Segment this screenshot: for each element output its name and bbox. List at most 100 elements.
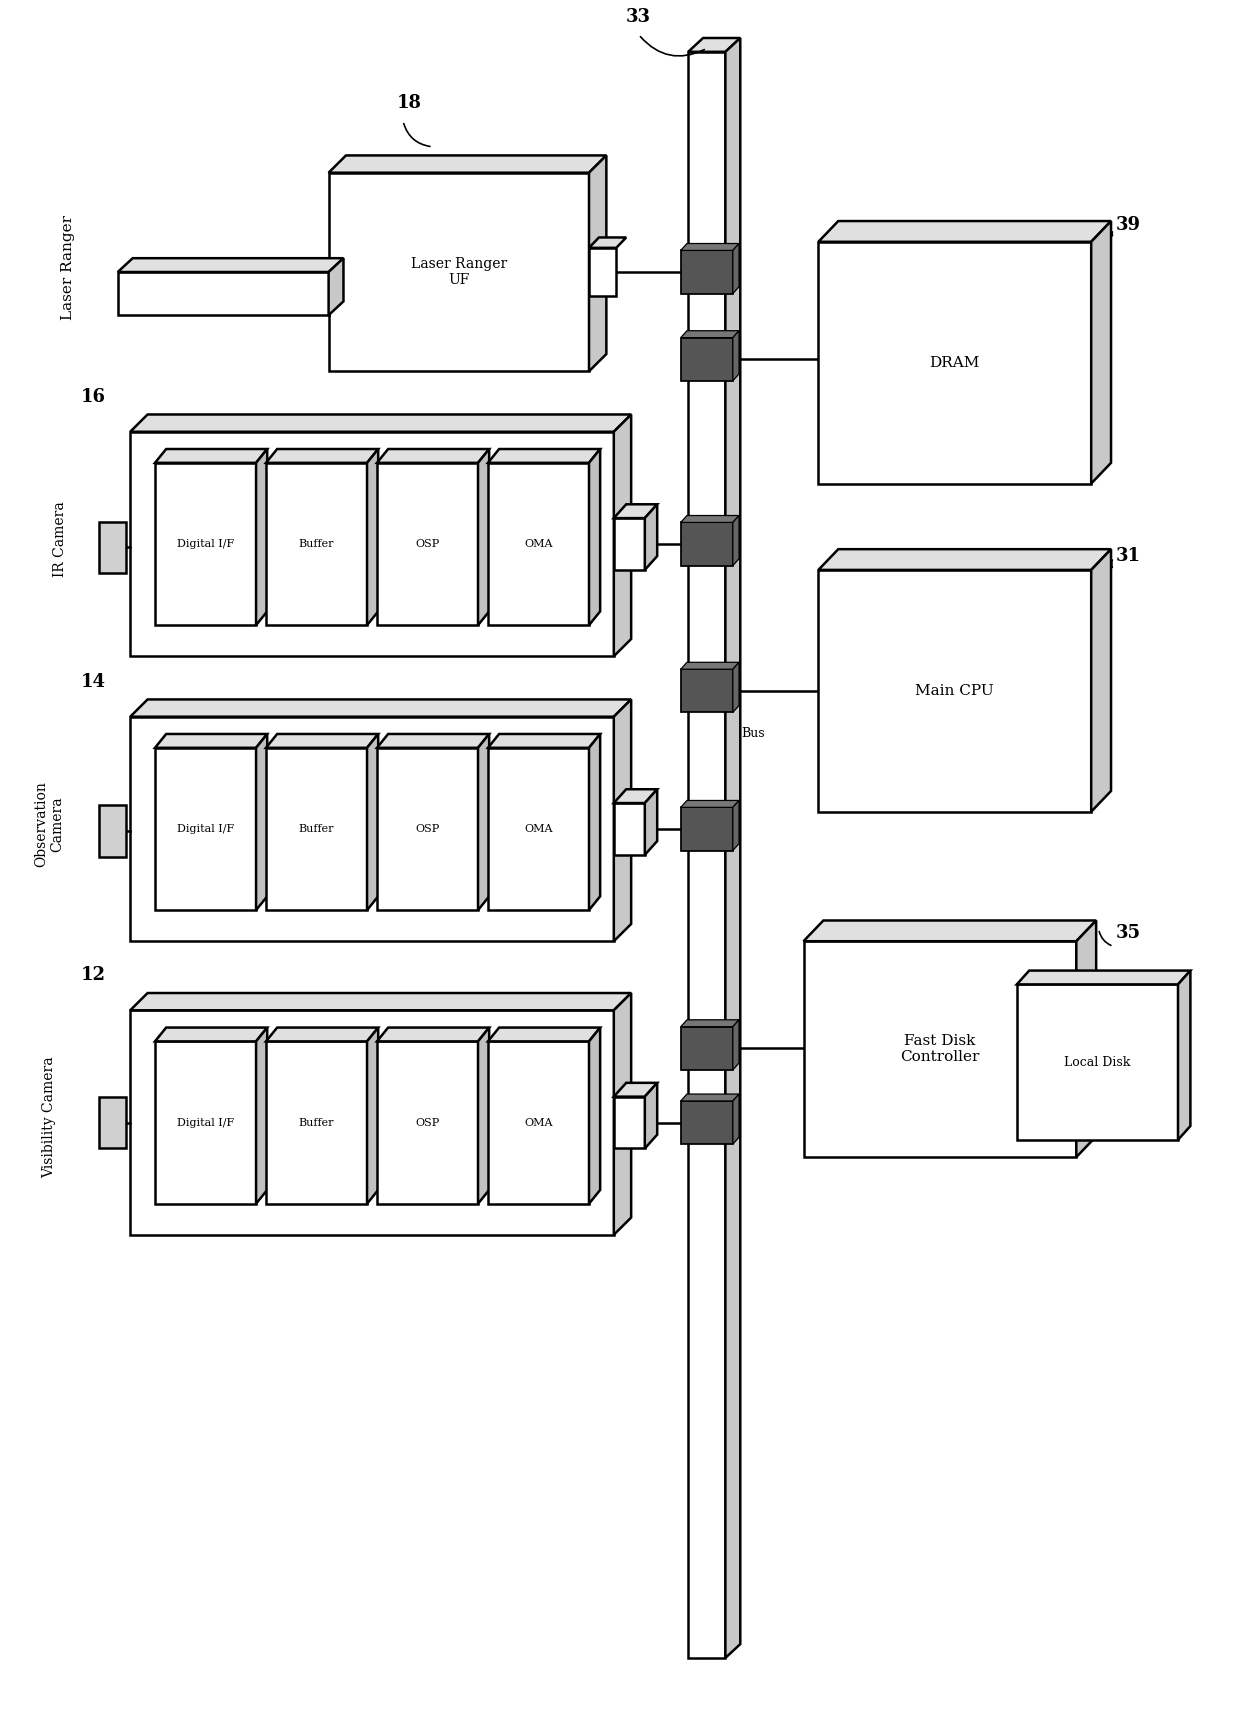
Text: Digital I/F: Digital I/F [177, 824, 234, 834]
Bar [487, 1041, 589, 1204]
Bar [130, 432, 614, 656]
Polygon shape [130, 414, 631, 432]
Bar [377, 463, 479, 625]
Text: Local Disk: Local Disk [1064, 1055, 1131, 1069]
Polygon shape [1017, 971, 1190, 984]
Polygon shape [589, 155, 606, 371]
Polygon shape [130, 699, 631, 717]
Bar [99, 805, 126, 857]
Bar [487, 463, 589, 625]
Bar [267, 463, 367, 625]
Bar [681, 250, 733, 294]
Polygon shape [614, 1083, 657, 1097]
Bar [589, 249, 616, 297]
Bar [688, 52, 725, 1658]
Polygon shape [479, 1028, 489, 1204]
Bar [329, 173, 589, 371]
Bar [614, 518, 645, 570]
Bar [377, 748, 479, 910]
Text: 35: 35 [1116, 924, 1141, 941]
Polygon shape [487, 734, 600, 748]
Polygon shape [589, 1028, 600, 1204]
Text: Main CPU: Main CPU [915, 684, 994, 698]
Polygon shape [688, 38, 740, 52]
Polygon shape [818, 549, 1111, 570]
Bar [155, 463, 255, 625]
Polygon shape [645, 789, 657, 855]
Text: 18: 18 [397, 95, 422, 112]
Polygon shape [1076, 920, 1096, 1157]
Text: OSP: OSP [415, 539, 440, 549]
Polygon shape [329, 259, 343, 316]
Text: OSP: OSP [415, 1117, 440, 1128]
Polygon shape [329, 155, 606, 173]
Polygon shape [645, 504, 657, 570]
Polygon shape [733, 1019, 739, 1069]
Bar [818, 570, 1091, 812]
Polygon shape [479, 449, 489, 625]
Polygon shape [589, 237, 626, 249]
Polygon shape [589, 449, 600, 625]
Text: Digital I/F: Digital I/F [177, 539, 234, 549]
Bar [804, 941, 1076, 1157]
Polygon shape [255, 734, 268, 910]
Text: OMA: OMA [525, 1117, 553, 1128]
Bar [155, 748, 255, 910]
Polygon shape [118, 259, 343, 273]
Text: DRAM: DRAM [930, 356, 980, 370]
Polygon shape [255, 1028, 268, 1204]
Bar [118, 273, 329, 316]
Bar [681, 337, 733, 380]
Polygon shape [681, 1095, 739, 1102]
Polygon shape [645, 1083, 657, 1148]
Text: 31: 31 [1116, 547, 1141, 565]
Polygon shape [589, 734, 600, 910]
Polygon shape [614, 699, 631, 941]
Bar [99, 1097, 126, 1148]
Polygon shape [267, 1028, 378, 1041]
Text: Buffer: Buffer [299, 824, 335, 834]
Polygon shape [155, 734, 268, 748]
Text: Observation
Camera: Observation Camera [35, 781, 64, 867]
Polygon shape [614, 414, 631, 656]
Text: OSP: OSP [415, 824, 440, 834]
Polygon shape [377, 734, 489, 748]
Text: Visibility Camera: Visibility Camera [42, 1057, 57, 1178]
Text: Laser Ranger
UF: Laser Ranger UF [410, 257, 507, 287]
Polygon shape [614, 504, 657, 518]
Text: Laser Ranger: Laser Ranger [61, 216, 76, 319]
Bar [681, 1026, 733, 1069]
Polygon shape [267, 449, 378, 463]
Text: Bus: Bus [742, 727, 765, 741]
Polygon shape [818, 221, 1111, 242]
Text: 14: 14 [81, 674, 105, 691]
Polygon shape [155, 1028, 268, 1041]
Polygon shape [614, 993, 631, 1235]
Polygon shape [733, 1095, 739, 1145]
Bar [681, 807, 733, 850]
Polygon shape [804, 920, 1096, 941]
Text: 12: 12 [81, 967, 105, 984]
Polygon shape [681, 332, 739, 338]
Bar [155, 1041, 255, 1204]
Polygon shape [487, 449, 600, 463]
Text: 33: 33 [626, 9, 651, 26]
Text: Digital I/F: Digital I/F [177, 1117, 234, 1128]
Bar [377, 1041, 479, 1204]
Polygon shape [479, 734, 489, 910]
Polygon shape [155, 449, 268, 463]
Polygon shape [1178, 971, 1190, 1140]
Text: IR Camera: IR Camera [52, 501, 67, 577]
Polygon shape [681, 515, 739, 523]
Text: OMA: OMA [525, 539, 553, 549]
Bar [614, 1097, 645, 1148]
Polygon shape [367, 449, 378, 625]
Bar [818, 242, 1091, 484]
Polygon shape [367, 1028, 378, 1204]
Polygon shape [267, 734, 378, 748]
Polygon shape [733, 332, 739, 380]
Polygon shape [130, 993, 631, 1010]
Polygon shape [377, 449, 489, 463]
Polygon shape [681, 663, 739, 670]
Bar [130, 717, 614, 941]
